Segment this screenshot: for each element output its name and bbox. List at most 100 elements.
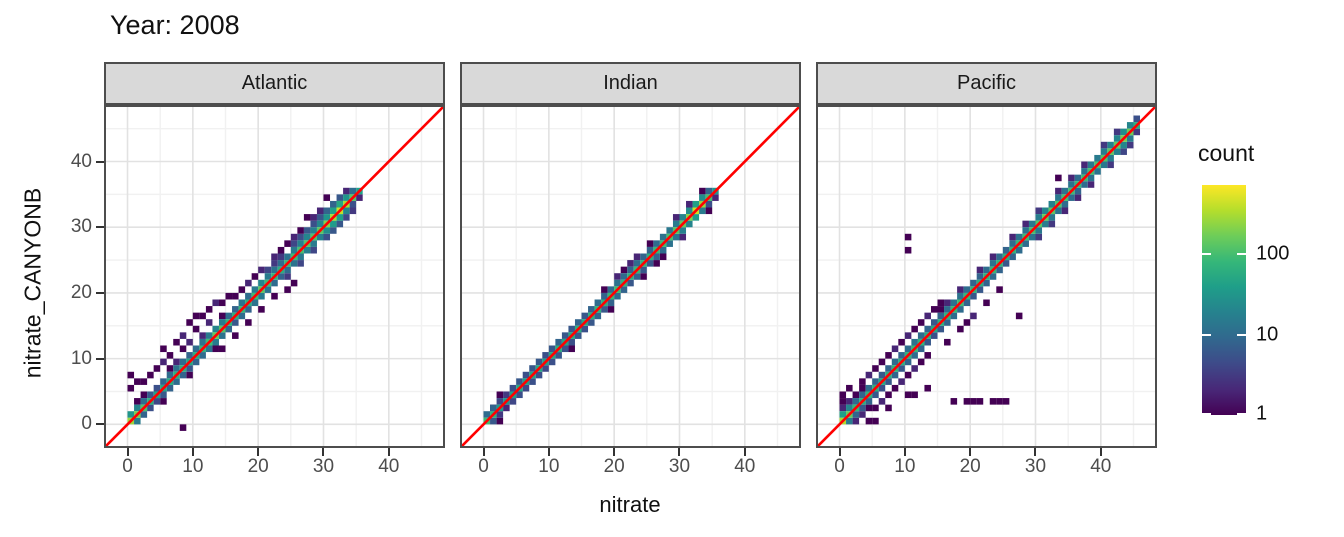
bin-tile xyxy=(607,286,615,293)
bin-tile xyxy=(963,319,971,326)
y-axis-tick xyxy=(96,423,104,426)
legend-tick-mark xyxy=(1202,413,1211,415)
bin-tile xyxy=(937,325,945,333)
bin-tile xyxy=(1009,253,1016,261)
bin-tile xyxy=(924,325,931,333)
bin-tile xyxy=(1035,207,1043,215)
bin-tile xyxy=(199,312,206,320)
y-axis-tick-label: 20 xyxy=(70,281,92,303)
bin-tile xyxy=(627,279,634,287)
legend-tick-mark xyxy=(1202,253,1211,256)
bin-tile xyxy=(646,240,654,247)
bin-tile xyxy=(140,378,148,385)
bin-tile xyxy=(212,338,219,346)
bin-tile xyxy=(186,352,193,359)
bin-tile xyxy=(627,266,634,274)
bin-tile xyxy=(1002,260,1010,267)
bin-tile xyxy=(620,273,628,280)
bin-tile xyxy=(924,312,931,320)
bin-tile xyxy=(179,424,187,431)
x-axis-tick-label: 20 xyxy=(959,456,981,477)
x-axis-tick xyxy=(743,448,746,456)
x-axis-tick xyxy=(903,448,906,456)
bin-tile xyxy=(356,194,363,201)
bin-tile xyxy=(277,260,285,267)
bin-tile xyxy=(692,214,700,221)
bin-tile xyxy=(205,345,213,353)
bin-tile xyxy=(588,306,595,313)
bin-tile xyxy=(659,233,667,241)
bin-tile xyxy=(937,312,945,320)
bin-tile xyxy=(865,371,873,379)
bin-tile xyxy=(343,207,350,215)
bin-tile xyxy=(607,299,615,307)
bin-tile xyxy=(238,299,246,307)
bin-tile xyxy=(878,384,886,392)
y-axis-tick xyxy=(96,226,104,229)
bin-tile xyxy=(852,398,860,405)
bin-tile xyxy=(699,187,706,195)
bin-tile xyxy=(297,240,304,247)
bin-tile xyxy=(297,227,304,234)
bin-tile xyxy=(640,253,647,261)
bin-tile xyxy=(1068,181,1075,188)
bin-tile xyxy=(859,411,866,418)
x-axis-tick-label: 30 xyxy=(1024,456,1047,477)
bin-tile xyxy=(859,404,866,412)
bin-tile xyxy=(179,345,187,353)
bin-tile xyxy=(944,306,951,313)
bin-tile xyxy=(1055,174,1062,182)
bin-tile xyxy=(594,312,602,320)
y-axis-tick-label: 40 xyxy=(70,150,92,172)
bin-tile xyxy=(1100,148,1108,155)
bin-tile xyxy=(574,319,582,326)
bin-tile xyxy=(852,417,860,425)
bin-tile xyxy=(1042,207,1049,215)
bin-tile xyxy=(627,260,634,267)
bin-tile xyxy=(679,233,687,241)
bin-tile xyxy=(1107,161,1114,169)
bin-tile xyxy=(199,332,206,339)
bin-tile xyxy=(290,260,298,267)
bin-tile xyxy=(839,404,847,412)
y-axis-tick xyxy=(96,357,104,360)
bin-tile xyxy=(705,200,713,208)
bin-tile xyxy=(963,398,971,405)
bin-tile xyxy=(516,378,523,385)
bin-tile xyxy=(316,214,324,221)
bin-tile xyxy=(1055,187,1062,195)
y-axis-tick-label: 0 xyxy=(81,413,92,435)
bin-tile xyxy=(996,253,1003,261)
x-axis-tick xyxy=(969,448,972,456)
bin-tile xyxy=(983,279,990,287)
bin-tile xyxy=(607,306,615,313)
bin-tile xyxy=(258,279,265,287)
bin-tile xyxy=(199,352,206,359)
bin-tile xyxy=(490,404,497,412)
bin-tile xyxy=(330,227,337,234)
bin-tile xyxy=(911,338,918,346)
bin-tile xyxy=(970,312,977,320)
bin-tile xyxy=(653,240,660,247)
bin-tile xyxy=(581,325,589,333)
bin-tile xyxy=(316,233,324,241)
panel-border xyxy=(104,105,445,448)
bin-tile xyxy=(297,233,304,241)
bin-tile xyxy=(859,384,866,392)
bin-tile xyxy=(232,292,239,300)
bin-tile xyxy=(140,411,148,418)
bin-tile xyxy=(699,207,706,215)
legend-tick-label: 100 xyxy=(1256,242,1290,265)
legend-colorbar xyxy=(1202,185,1246,415)
bin-tile xyxy=(134,378,141,385)
bin-tile xyxy=(950,299,958,307)
bin-tile xyxy=(1087,161,1095,169)
bin-tile xyxy=(1002,398,1010,405)
bin-tile xyxy=(160,391,167,399)
bin-tile xyxy=(944,338,951,346)
bin-tile xyxy=(1120,128,1127,136)
bin-tile xyxy=(692,200,700,208)
y-axis-tick-label: 10 xyxy=(70,347,92,369)
bin-tile xyxy=(160,398,167,405)
bin-tile xyxy=(1068,174,1075,182)
